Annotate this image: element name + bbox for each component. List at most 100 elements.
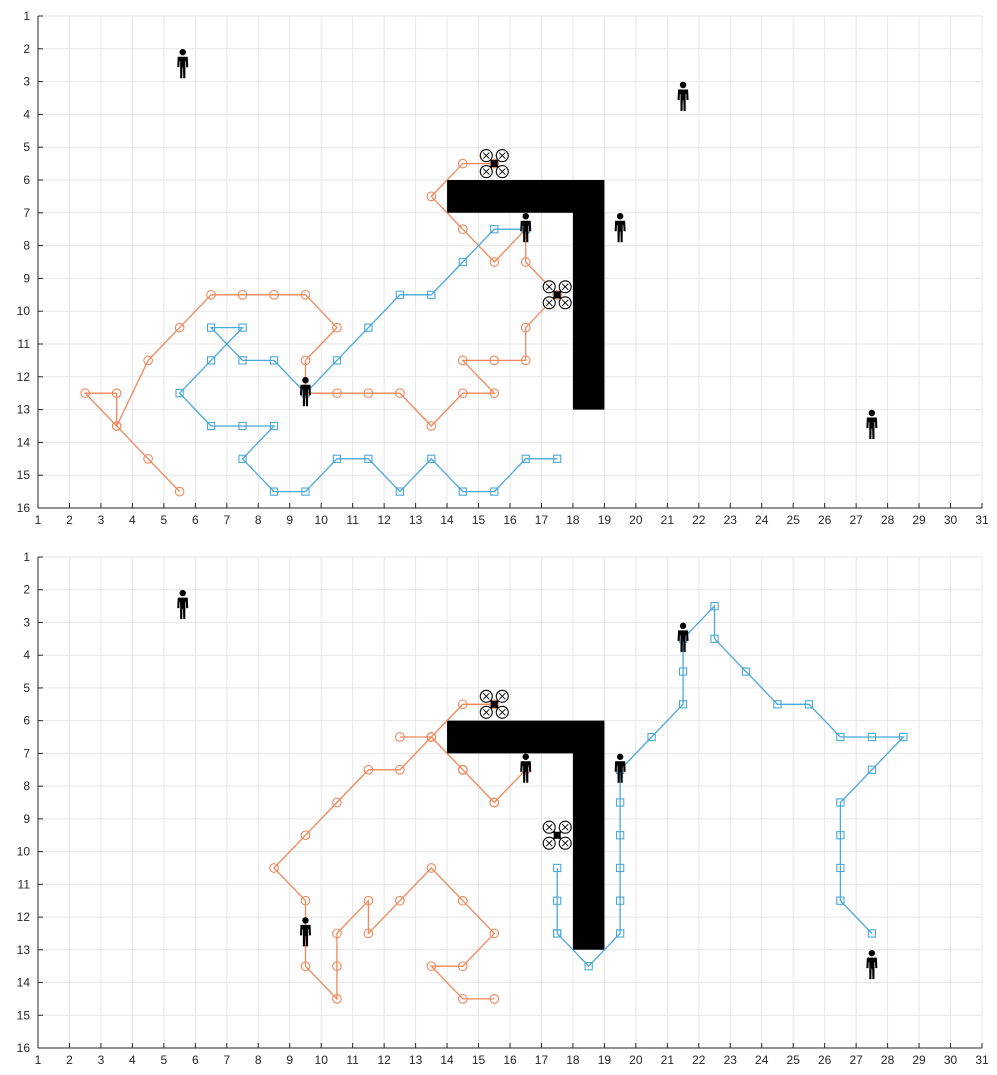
x-tick-label: 31: [975, 1053, 989, 1067]
x-tick-label: 16: [503, 1053, 517, 1067]
waypoint-marker: [615, 831, 625, 840]
waypoint-marker: [363, 764, 374, 775]
x-tick-label: 9: [286, 1053, 293, 1067]
waypoint-marker: [269, 421, 279, 431]
waypoint-marker: [804, 700, 814, 709]
waypoint-marker: [269, 289, 279, 300]
waypoint-marker: [332, 928, 342, 939]
x-tick-label: 22: [692, 513, 706, 527]
x-tick-label: 30: [944, 513, 958, 527]
waypoint-marker: [364, 323, 373, 332]
waypoint-marker: [553, 863, 562, 873]
y-tick-label: 14: [17, 435, 31, 449]
waypoint-marker: [427, 290, 436, 299]
y-tick-label: 10: [17, 845, 31, 859]
x-tick-label: 20: [629, 513, 643, 527]
waypoint-marker: [867, 929, 877, 938]
y-tick-label: 3: [23, 75, 30, 89]
waypoint-marker: [458, 257, 467, 267]
waypoint-marker: [174, 486, 185, 497]
waypoint-marker: [615, 863, 625, 873]
x-tick-label: 29: [912, 1053, 926, 1067]
x-tick-label: 28: [881, 513, 895, 527]
y-tick-label: 14: [17, 976, 31, 990]
waypoint-marker: [301, 487, 310, 496]
waypoint-marker: [899, 732, 908, 742]
x-tick-label: 23: [724, 1053, 738, 1067]
waypoint-marker: [143, 453, 153, 464]
waypoint-marker: [300, 830, 311, 841]
x-tick-label: 6: [192, 1053, 199, 1067]
y-tick-label: 9: [23, 271, 30, 285]
x-tick-label: 1: [35, 1053, 42, 1067]
waypoint-marker: [773, 700, 782, 709]
waypoint-marker: [238, 454, 247, 463]
waypoint-marker: [867, 765, 877, 774]
x-tick-label: 14: [440, 1053, 454, 1067]
obstacle-wall: [447, 720, 605, 950]
y-tick-label: 7: [23, 746, 30, 760]
x-tick-label: 7: [223, 513, 230, 527]
y-tick-label: 7: [23, 206, 30, 220]
y-tick-label: 8: [23, 239, 30, 253]
waypoint-marker: [457, 961, 468, 972]
x-tick-label: 12: [377, 1053, 391, 1067]
waypoint-marker: [111, 421, 122, 431]
waypoint-marker: [489, 257, 500, 267]
x-tick-label: 24: [755, 1053, 769, 1067]
x-tick-label: 3: [98, 513, 105, 527]
waypoint-marker: [426, 421, 437, 431]
waypoint-marker: [710, 601, 719, 611]
waypoint-marker: [206, 421, 216, 431]
waypoint-marker: [206, 356, 216, 365]
x-tick-label: 5: [161, 1053, 168, 1067]
x-tick-label: 15: [472, 513, 486, 527]
x-tick-label: 5: [161, 513, 168, 527]
series-line-square: [556, 604, 905, 968]
waypoint-marker: [457, 224, 468, 235]
waypoint-marker: [553, 929, 562, 938]
waypoint-marker: [489, 355, 500, 366]
bottom-plot: 1 2 3 4 5 6 7 8 9 10 11 12 13 14 15 16 17 18 19 20 21 22 23 24 2…: [17, 550, 989, 1067]
waypoint-marker: [489, 699, 500, 710]
y-tick-label: 6: [23, 173, 30, 187]
x-tick-label: 9: [286, 513, 293, 527]
waypoint-marker: [332, 961, 342, 972]
waypoint-marker: [238, 356, 247, 365]
waypoint-marker: [300, 961, 311, 972]
y-tick-label: 8: [23, 779, 30, 793]
waypoint-marker: [238, 323, 247, 332]
waypoint-marker: [206, 323, 216, 332]
waypoint-marker: [458, 487, 467, 496]
waypoint-marker: [457, 388, 468, 399]
y-tick-label: 2: [23, 42, 30, 56]
waypoint-marker: [238, 421, 247, 431]
x-tick-label: 14: [440, 513, 454, 527]
x-tick-label: 17: [535, 513, 549, 527]
waypoint-marker: [395, 487, 405, 496]
waypoint-marker: [332, 994, 342, 1004]
waypoint-marker: [647, 732, 656, 742]
x-tick-label: 11: [346, 1053, 359, 1067]
y-tick-label: 1: [23, 550, 30, 564]
x-tick-label: 30: [944, 1053, 958, 1067]
waypoint-marker: [80, 388, 91, 399]
x-tick-label: 22: [692, 1053, 706, 1067]
y-tick-label: 1: [23, 9, 30, 23]
x-tick-label: 15: [472, 1053, 486, 1067]
x-tick-label: 2: [66, 513, 73, 527]
waypoint-marker: [426, 863, 437, 873]
waypoint-marker: [395, 895, 405, 906]
waypoint-marker: [489, 388, 500, 399]
x-tick-label: 8: [255, 513, 262, 527]
x-tick-label: 21: [661, 1053, 675, 1067]
x-tick-label: 10: [315, 513, 329, 527]
x-tick-label: 8: [255, 1053, 262, 1067]
x-tick-label: 7: [223, 1053, 230, 1067]
y-tick-label: 12: [17, 370, 31, 384]
waypoint-marker: [490, 225, 499, 234]
waypoint-marker: [300, 355, 311, 366]
y-tick-label: 9: [23, 812, 30, 826]
waypoint-marker: [363, 388, 374, 399]
